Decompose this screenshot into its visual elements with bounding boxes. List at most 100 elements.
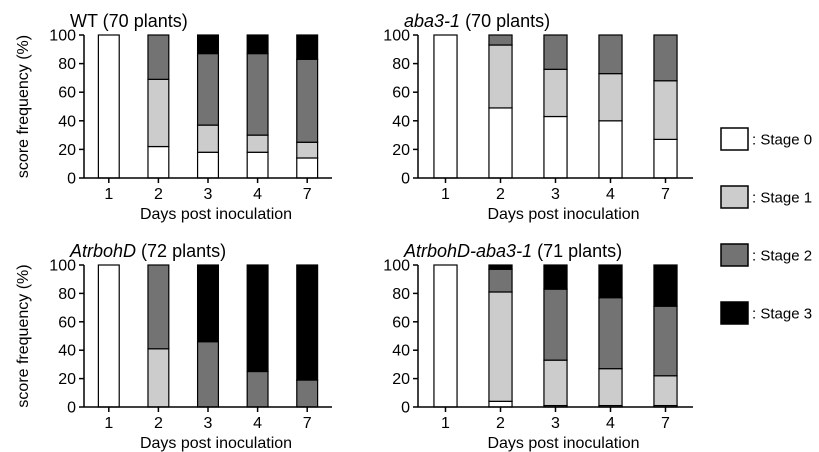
x-tick-label: 2 bbox=[496, 186, 505, 203]
bar-segment-stage-0-day-4 bbox=[246, 151, 269, 179]
x-tick-label: 4 bbox=[253, 415, 262, 432]
y-tick-label: 20 bbox=[58, 142, 76, 159]
x-axis-label: Days post inoculation bbox=[140, 435, 292, 452]
legend-label-stage-0: : Stage 0 bbox=[752, 132, 812, 149]
x-tick-label: 1 bbox=[104, 415, 113, 432]
bar-segment-stage-3-day-3 bbox=[196, 34, 220, 55]
x-tick-label: 4 bbox=[606, 186, 615, 203]
bar-segment-stage-2-day-7 bbox=[653, 34, 678, 82]
x-tick-label: 7 bbox=[661, 415, 670, 432]
bar-segment-stage-2-day-2 bbox=[488, 34, 513, 46]
y-tick-label: 0 bbox=[401, 400, 410, 417]
bar-segment-stage-2-day-4 bbox=[598, 297, 623, 370]
bar-segment-stage-0-day-2 bbox=[147, 145, 170, 179]
bar-segment-stage-3-day-3 bbox=[196, 264, 220, 343]
y-tick-label: 80 bbox=[392, 56, 410, 73]
chart-title: aba3-1 (70 plants) bbox=[404, 11, 550, 31]
bar-segment-stage-1-day-4 bbox=[598, 368, 623, 407]
legend-label-stage-1: : Stage 1 bbox=[752, 190, 812, 207]
legend-swatch-stage-1 bbox=[720, 185, 749, 209]
y-tick-label: 100 bbox=[383, 258, 410, 275]
bar-segment-stage-2-day-4 bbox=[598, 34, 623, 75]
bar-segment-stage-1-day-2 bbox=[147, 348, 170, 408]
bar-segment-stage-2-day-4 bbox=[246, 370, 269, 408]
bar-segment-stage-2-day-7 bbox=[296, 379, 319, 408]
y-tick-label: 20 bbox=[58, 371, 76, 388]
x-tick-label: 4 bbox=[253, 186, 262, 203]
x-tick-label: 3 bbox=[204, 186, 213, 203]
bar-segment-stage-0-day-1 bbox=[433, 34, 458, 179]
x-tick-label: 3 bbox=[204, 415, 213, 432]
y-tick-label: 80 bbox=[392, 286, 410, 303]
x-tick-label: 1 bbox=[441, 415, 450, 432]
bar-segment-stage-1-day-7 bbox=[296, 141, 319, 159]
bar-segment-stage-2-day-4 bbox=[246, 52, 269, 136]
bar-segment-stage-1-day-4 bbox=[598, 73, 623, 122]
bar-segment-stage-3-day-4 bbox=[246, 264, 269, 373]
y-tick-label: 40 bbox=[392, 113, 410, 130]
legend-swatch-stage-3 bbox=[720, 301, 749, 325]
bar-segment-stage-2-day-3 bbox=[196, 52, 220, 126]
bar-segment-stage-0-day-2 bbox=[488, 400, 513, 408]
y-tick-label: 0 bbox=[67, 171, 76, 188]
x-tick-label: 3 bbox=[551, 415, 560, 432]
bar-segment-stage-0-day-1 bbox=[433, 264, 458, 408]
bar-segment-stage-0-day-7 bbox=[653, 138, 678, 179]
bar-segment-stage-2-day-7 bbox=[653, 305, 678, 377]
chart-panel-2: aba3-1 (70 plants) 1 2 3 4 7 0 20 40 60 80 100 Days … bbox=[383, 11, 693, 223]
bar-segment-stage-3-day-3 bbox=[543, 264, 568, 290]
y-tick-label: 0 bbox=[401, 171, 410, 188]
chart-panel-4: AtrbohD-aba3-1 (71 plants) 1 2 3 4 7 0 20 40 60 80… bbox=[383, 241, 693, 452]
bar-segment-stage-0-day-7 bbox=[296, 157, 319, 179]
bar-segment-stage-3-day-7 bbox=[296, 264, 319, 381]
x-tick-label: 2 bbox=[154, 415, 163, 432]
y-tick-label: 100 bbox=[383, 28, 410, 45]
y-tick-label: 20 bbox=[392, 371, 410, 388]
x-tick-label: 7 bbox=[303, 415, 312, 432]
x-tick-label: 1 bbox=[104, 186, 113, 203]
y-axis-label: score frequency (%) bbox=[15, 264, 32, 407]
x-axis-label: Days post inoculation bbox=[140, 206, 292, 223]
y-tick-label: 60 bbox=[58, 85, 76, 102]
x-tick-label: 1 bbox=[441, 186, 450, 203]
bar-segment-stage-2-day-2 bbox=[488, 268, 513, 293]
y-tick-label: 60 bbox=[58, 314, 76, 331]
x-axis-label: Days post inoculation bbox=[487, 435, 639, 452]
bar-segment-stage-0-day-4 bbox=[598, 120, 623, 179]
bar-segment-stage-0-day-1 bbox=[97, 34, 120, 179]
x-tick-label: 3 bbox=[551, 186, 560, 203]
chart-panel-1: WT (70 plants) 1 2 3 4 7 0 20 40 60 80 100 Days post… bbox=[15, 11, 332, 223]
bar-segment-stage-2-day-3 bbox=[196, 341, 220, 408]
bar-segment-stage-1-day-3 bbox=[543, 359, 568, 407]
bar-segment-stage-3-day-7 bbox=[653, 264, 678, 307]
x-tick-label: 2 bbox=[154, 186, 163, 203]
y-tick-label: 0 bbox=[67, 400, 76, 417]
y-tick-label: 40 bbox=[58, 343, 76, 360]
bar-segment-stage-2-day-3 bbox=[543, 34, 568, 70]
bar-segment-stage-1-day-7 bbox=[653, 375, 678, 407]
chart-title: AtrbohD-aba3-1 (71 plants) bbox=[403, 241, 622, 261]
legend-label-stage-3: : Stage 3 bbox=[752, 306, 812, 323]
bar-segment-stage-3-day-2 bbox=[488, 264, 513, 270]
legend-swatch-stage-2 bbox=[720, 243, 749, 267]
bar-segment-stage-1-day-2 bbox=[488, 291, 513, 402]
x-axis-label: Days post inoculation bbox=[487, 206, 639, 223]
bar-segment-stage-2-day-3 bbox=[543, 288, 568, 361]
y-tick-label: 80 bbox=[58, 286, 76, 303]
x-tick-label: 4 bbox=[606, 415, 615, 432]
y-tick-label: 100 bbox=[49, 258, 76, 275]
y-tick-label: 60 bbox=[392, 314, 410, 331]
y-tick-label: 100 bbox=[49, 28, 76, 45]
bar-segment-stage-1-day-3 bbox=[196, 124, 220, 153]
bar-segment-stage-0-day-1 bbox=[97, 264, 120, 408]
legend: : Stage 0: Stage 1: Stage 2: Stage 3 bbox=[720, 127, 812, 325]
bar-segment-stage-1-day-4 bbox=[246, 134, 269, 153]
bar-segment-stage-2-day-2 bbox=[147, 34, 170, 80]
y-tick-label: 20 bbox=[392, 142, 410, 159]
bar-segment-stage-2-day-7 bbox=[296, 58, 319, 143]
bar-segment-stage-0-day-3 bbox=[196, 151, 220, 179]
chart-title: WT (70 plants) bbox=[70, 11, 188, 31]
chart-title: AtrbohD (72 plants) bbox=[69, 241, 226, 261]
bar-segment-stage-0-day-3 bbox=[543, 115, 568, 179]
y-tick-label: 40 bbox=[58, 113, 76, 130]
